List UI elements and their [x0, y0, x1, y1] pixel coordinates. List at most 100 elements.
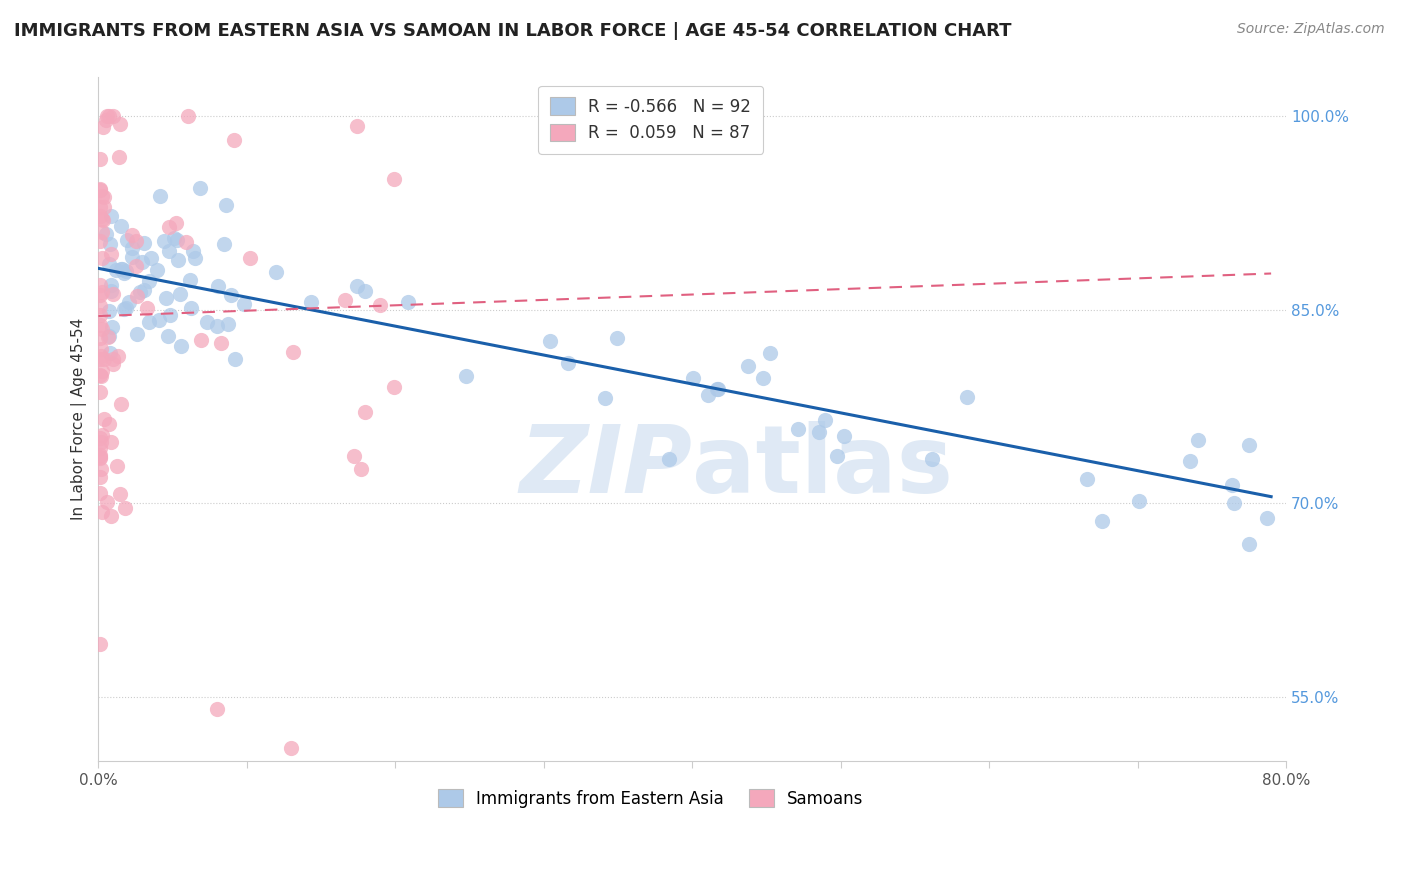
Point — [138, 316, 160, 330]
Point — [90, 435, 112, 450]
Point — [89, 318, 111, 332]
Point — [215, 198, 238, 212]
Point — [205, 702, 228, 716]
Point — [814, 413, 837, 427]
Point — [118, 295, 141, 310]
Text: Source: ZipAtlas.com: Source: ZipAtlas.com — [1237, 22, 1385, 37]
Point — [91, 120, 114, 135]
Point — [98, 257, 121, 271]
Point — [299, 295, 322, 310]
Point — [97, 329, 120, 343]
Y-axis label: In Labor Force | Age 45-54: In Labor Force | Age 45-54 — [72, 318, 87, 520]
Point — [90, 427, 112, 442]
Point — [205, 319, 228, 334]
Point — [93, 352, 115, 367]
Point — [139, 252, 162, 266]
Point — [114, 501, 136, 516]
Point — [174, 235, 197, 249]
Point — [101, 351, 124, 366]
Point — [280, 741, 302, 756]
Text: IMMIGRANTS FROM EASTERN ASIA VS SAMOAN IN LABOR FORCE | AGE 45-54 CORRELATION CH: IMMIGRANTS FROM EASTERN ASIA VS SAMOAN I… — [14, 22, 1011, 40]
Point — [224, 132, 246, 146]
Point — [98, 237, 121, 252]
Point — [1256, 511, 1278, 525]
Point — [786, 422, 808, 436]
Point — [97, 328, 120, 343]
Point — [91, 213, 114, 227]
Point — [706, 382, 728, 396]
Point — [221, 288, 243, 302]
Point — [112, 266, 135, 280]
Point — [131, 255, 153, 269]
Point — [157, 244, 180, 258]
Point — [98, 346, 121, 360]
Point — [94, 112, 117, 127]
Point — [557, 356, 579, 370]
Point — [759, 345, 782, 359]
Point — [382, 171, 405, 186]
Point — [105, 458, 128, 473]
Point — [89, 308, 111, 322]
Point — [1222, 496, 1244, 510]
Point — [101, 357, 124, 371]
Point — [100, 278, 122, 293]
Point — [89, 288, 111, 302]
Point — [89, 183, 111, 197]
Point — [91, 251, 114, 265]
Point — [333, 293, 356, 308]
Point — [538, 334, 561, 348]
Point — [89, 351, 111, 366]
Point — [117, 233, 139, 247]
Point — [217, 317, 239, 331]
Point — [96, 495, 118, 509]
Text: atlas: atlas — [692, 421, 953, 513]
Point — [179, 273, 201, 287]
Point — [1076, 472, 1098, 486]
Point — [89, 152, 111, 166]
Point — [190, 181, 212, 195]
Point — [90, 342, 112, 356]
Point — [132, 283, 155, 297]
Point — [93, 411, 115, 425]
Point — [157, 329, 180, 343]
Point — [752, 371, 775, 385]
Point — [606, 331, 628, 345]
Point — [239, 251, 262, 265]
Point — [91, 322, 114, 336]
Point — [1178, 454, 1201, 468]
Point — [94, 227, 117, 241]
Point — [89, 200, 111, 214]
Point — [100, 434, 122, 449]
Point — [233, 297, 256, 311]
Point — [89, 450, 111, 465]
Point — [190, 333, 212, 347]
Point — [346, 119, 368, 133]
Point — [157, 219, 180, 234]
Point — [97, 304, 120, 318]
Point — [181, 244, 204, 259]
Point — [737, 359, 759, 374]
Point — [125, 327, 148, 342]
Point — [97, 417, 120, 431]
Point — [98, 109, 121, 123]
Point — [90, 285, 112, 300]
Point — [368, 298, 391, 312]
Point — [350, 462, 373, 476]
Point — [89, 182, 111, 196]
Point — [121, 241, 143, 255]
Point — [132, 235, 155, 250]
Point — [89, 384, 111, 399]
Legend: Immigrants from Eastern Asia, Samoans: Immigrants from Eastern Asia, Samoans — [432, 783, 870, 814]
Point — [209, 335, 232, 350]
Point — [353, 284, 375, 298]
Point — [100, 508, 122, 523]
Point — [207, 278, 229, 293]
Point — [593, 392, 616, 406]
Point — [89, 637, 111, 651]
Point — [146, 263, 169, 277]
Point — [1091, 514, 1114, 528]
Point — [125, 288, 148, 302]
Point — [396, 295, 419, 310]
Point — [91, 505, 114, 519]
Point — [159, 308, 181, 322]
